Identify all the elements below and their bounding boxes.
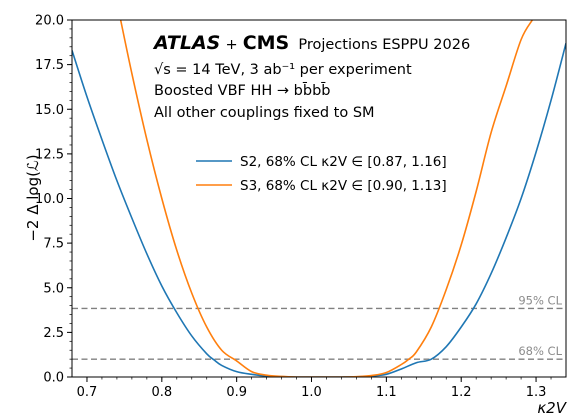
reference-line-label: 95% CL	[518, 293, 562, 307]
series-line-2	[119, 20, 534, 377]
x-tick-label: 0.9	[226, 385, 247, 400]
y-tick-label: 17.5	[35, 58, 64, 73]
annotation-line-1: ATLAS + CMS Projections ESPPU 2026	[152, 32, 470, 54]
x-tick-label: 1.3	[526, 385, 547, 400]
legend-entry: S3, 68% CL κ2V ∈ [0.90, 1.13]	[240, 178, 447, 194]
x-axis-ticks: 0.7 0.8 0.9 1.0 1.1 1.2 1.3	[77, 377, 552, 400]
annotation-block: ATLAS + CMS Projections ESPPU 2026 √s = …	[152, 32, 470, 121]
y-tick-label: 12.5	[35, 147, 64, 162]
plot-frame	[71, 19, 567, 378]
annotation-line-3: Boosted VBF HH → bb̄bb̄	[154, 81, 330, 99]
y-tick-label: 0.0	[43, 371, 64, 386]
x-tick-label: 1.0	[301, 385, 322, 400]
y-tick-label: 10.0	[35, 192, 64, 207]
reference-line-label: 68% CL	[518, 344, 562, 358]
x-tick-label: 0.7	[77, 385, 98, 400]
projections-label: Projections ESPPU 2026	[298, 37, 470, 53]
x-tick-label: 1.2	[451, 385, 472, 400]
x-tick-label: 1.1	[376, 385, 397, 400]
legend-entry: S2, 68% CL κ2V ∈ [0.87, 1.16]	[240, 154, 447, 170]
x-tick-label: 0.8	[151, 385, 172, 400]
series-group	[72, 20, 566, 377]
y-tick-label: 2.5	[43, 326, 64, 341]
reference-lines: 95% CL 68% CL	[72, 293, 566, 360]
series-line-1	[72, 43, 566, 377]
y-tick-label: 15.0	[35, 103, 64, 118]
atlas-label: ATLAS	[152, 32, 220, 54]
cms-label: CMS	[243, 32, 290, 54]
annotation-line-2: √s = 14 TeV, 3 ab⁻¹ per experiment	[154, 62, 412, 78]
y-axis-title: −2 Δ log(ℒ)	[24, 154, 42, 241]
y-tick-label: 5.0	[43, 281, 64, 296]
plus-label: +	[225, 37, 237, 53]
y-tick-label: 20.0	[35, 14, 64, 29]
x-axis-title: κ2V	[537, 399, 567, 417]
legend: S2, 68% CL κ2V ∈ [0.87, 1.16] S3, 68% CL …	[196, 154, 447, 194]
y-axis-ticks: 0.0 2.5 5.0 7.5 10.0 12.5 15.0 17.5 20.0	[35, 14, 72, 386]
y-tick-label: 7.5	[43, 237, 64, 252]
annotation-line-4: All other couplings fixed to SM	[154, 105, 375, 121]
